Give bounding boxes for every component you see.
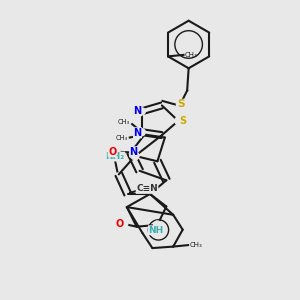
Text: CH₃: CH₃ [185, 52, 198, 58]
Circle shape [121, 221, 128, 228]
Text: C≡N: C≡N [136, 184, 158, 194]
Text: N: N [130, 147, 138, 157]
Circle shape [138, 129, 145, 136]
Text: N: N [134, 106, 142, 116]
Text: CH₃: CH₃ [118, 119, 130, 125]
Text: NH: NH [148, 226, 164, 235]
Circle shape [138, 108, 145, 115]
Circle shape [154, 221, 161, 229]
Circle shape [176, 101, 185, 109]
Text: CH₃: CH₃ [190, 242, 203, 248]
Text: NH₂: NH₂ [106, 152, 125, 161]
Text: S: S [179, 116, 186, 126]
Text: S: S [177, 99, 184, 109]
Text: CH₃: CH₃ [115, 135, 128, 141]
Circle shape [131, 152, 139, 160]
Text: N: N [134, 128, 142, 138]
Text: O: O [116, 219, 124, 229]
Text: O: O [108, 147, 116, 157]
Circle shape [113, 148, 120, 155]
Circle shape [175, 117, 182, 124]
